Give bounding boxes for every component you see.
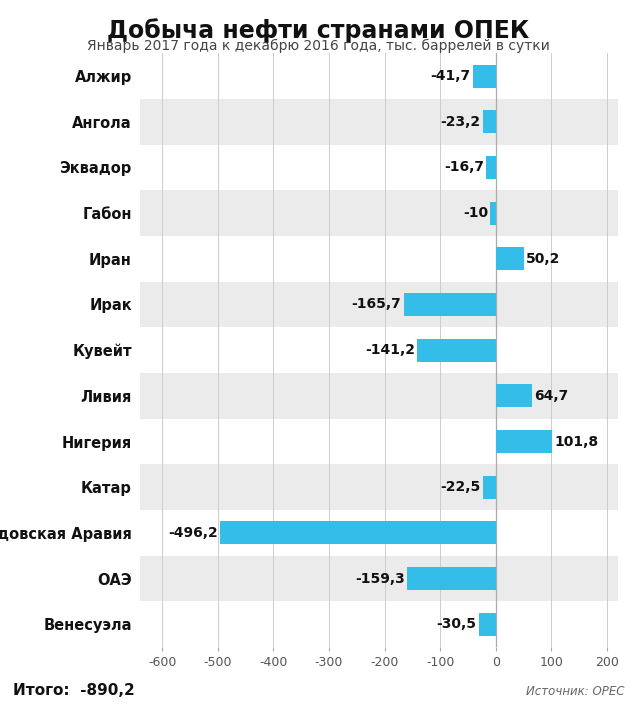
Bar [140, 191, 618, 236]
Text: 64,7: 64,7 [534, 389, 568, 403]
Bar [483, 110, 496, 133]
Bar [479, 613, 496, 636]
Bar [490, 202, 496, 225]
Bar [404, 293, 496, 316]
Bar [140, 373, 618, 419]
Text: -22,5: -22,5 [441, 480, 481, 494]
Text: -23,2: -23,2 [440, 115, 480, 129]
Text: -496,2: -496,2 [168, 526, 218, 540]
Text: -41,7: -41,7 [430, 69, 470, 83]
Bar [407, 567, 496, 590]
Text: Итого:  -890,2: Итого: -890,2 [13, 683, 134, 698]
Text: -165,7: -165,7 [352, 297, 401, 311]
Bar [496, 247, 524, 270]
Bar [140, 602, 618, 647]
Bar [140, 236, 618, 282]
Text: 101,8: 101,8 [554, 434, 599, 449]
Bar [140, 282, 618, 327]
Text: Источник: OPEC: Источник: OPEC [526, 685, 624, 698]
Bar [140, 464, 618, 510]
Bar [417, 338, 496, 362]
Text: -30,5: -30,5 [436, 617, 476, 631]
Bar [140, 510, 618, 556]
Bar [220, 521, 496, 544]
Bar [483, 476, 496, 498]
Bar [487, 156, 496, 179]
Bar [496, 430, 552, 453]
Text: -10: -10 [462, 206, 488, 220]
Bar [140, 556, 618, 602]
Text: -159,3: -159,3 [355, 572, 405, 585]
Bar [140, 419, 618, 464]
Text: Добыча нефти странами ОПЕК: Добыча нефти странами ОПЕК [108, 18, 529, 43]
Text: -141,2: -141,2 [365, 343, 415, 357]
Text: Январь 2017 года к декабрю 2016 года, тыс. баррелей в сутки: Январь 2017 года к декабрю 2016 года, ты… [87, 39, 550, 53]
Bar [473, 65, 496, 87]
Text: 50,2: 50,2 [526, 252, 560, 266]
Bar [140, 327, 618, 373]
Bar [140, 144, 618, 191]
Bar [496, 385, 532, 407]
Bar [140, 53, 618, 99]
Bar [140, 99, 618, 144]
Text: -16,7: -16,7 [444, 161, 484, 174]
